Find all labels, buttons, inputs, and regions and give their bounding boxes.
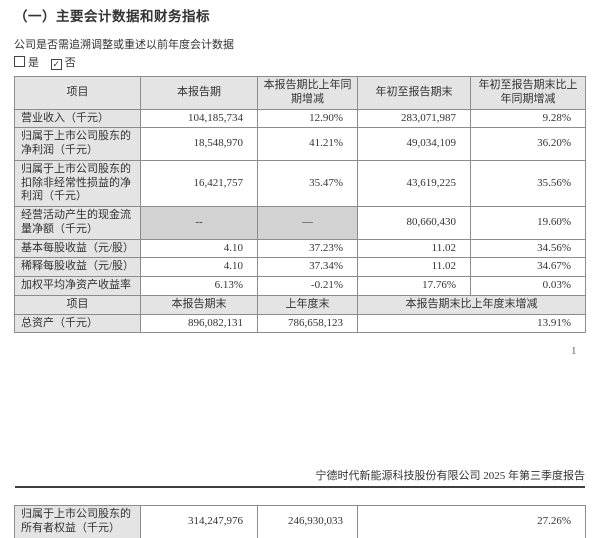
row-label-cell: 归属于上市公司股东的扣除非经常性损益的净利润（千元）: [14, 159, 141, 208]
value-cell: 34.67%: [470, 257, 586, 277]
value-cell: 80,660,430: [357, 206, 471, 240]
table-row: 营业收入（千元） 104,185,734 12.90% 283,071,987 9.28…: [14, 108, 586, 129]
header-rule: [15, 486, 585, 488]
table-header-cell: 本报告期: [140, 76, 258, 110]
value-cell: 37.23%: [257, 238, 358, 259]
table-header-row: 项目 本报告期 本报告期比上年同期增减 年初至报告期末 年初至报告期末比上年同期增减: [14, 76, 586, 110]
table-row: 总资产（千元） 896,082,131 786,658,123 13.91%: [14, 313, 586, 334]
equity-continuation-table-body: 归属于上市公司股东的所有者权益（千元） 314,247,976 246,930,03…: [14, 505, 587, 538]
checkbox-row: 是 ✓ 否: [14, 54, 85, 70]
value-cell: 9.28%: [470, 108, 586, 129]
row-label-cell: 归属于上市公司股东的净利润（千元）: [14, 127, 141, 161]
value-cell: 13.91%: [357, 313, 586, 334]
page-number: 1: [571, 345, 577, 357]
row-label-cell: 总资产（千元）: [14, 313, 141, 334]
value-cell: 11.02: [357, 257, 471, 277]
table-header-cell: 年初至报告期末比上年同期增减: [470, 76, 586, 110]
value-cell: 35.56%: [470, 159, 586, 208]
value-cell: 4.10: [140, 238, 258, 259]
row-label-cell: 经营活动产生的现金流量净额（千元）: [14, 206, 141, 240]
value-cell: 104,185,734: [140, 108, 258, 129]
value-cell: 37.34%: [257, 257, 358, 277]
value-cell: 36.20%: [470, 127, 586, 161]
value-cell: 11.02: [357, 238, 471, 259]
checkbox-checked-icon: ✓: [50, 59, 62, 70]
table-row: 归属于上市公司股东的扣除非经常性损益的净利润（千元） 16,421,757 35.4…: [14, 159, 586, 208]
value-cell: 12.90%: [257, 108, 358, 129]
table-header-cell: 年初至报告期末: [357, 76, 471, 110]
row-label-cell: 营业收入（千元）: [14, 108, 141, 129]
table-row: 经营活动产生的现金流量净额（千元） -- —80,660,430 19.60%: [14, 206, 586, 240]
table-row: 基本每股收益（元/股） 4.10 37.23% 11.02 34.56%: [14, 238, 586, 259]
value-cell: 896,082,131: [140, 313, 258, 334]
value-cell: 6.13%: [140, 276, 258, 296]
checkbox-yes: 是: [14, 56, 39, 69]
table-header-cell: 上年度末: [257, 294, 358, 315]
empty-value-cell: —: [257, 206, 358, 240]
row-label-cell: 归属于上市公司股东的所有者权益（千元）: [14, 505, 141, 538]
value-cell: 246,930,033: [257, 505, 358, 538]
value-cell: 16,421,757: [140, 159, 258, 208]
value-cell: 43,619,225: [357, 159, 471, 208]
row-label-cell: 稀释每股收益（元/股）: [14, 257, 141, 277]
section-title: （一）主要会计数据和财务指标: [14, 9, 210, 24]
value-cell: 41.21%: [257, 127, 358, 161]
financial-indicators-table: 项目 本报告期 本报告期比上年同期增减 年初至报告期末 年初至报告期末比上年同期增减 营业…: [14, 76, 586, 334]
table-header-cell: 本报告期比上年同期增减: [257, 76, 358, 110]
checkbox-no: ✓ 否: [50, 57, 76, 70]
value-cell: 35.47%: [257, 159, 358, 208]
checkbox-no-label: 否: [64, 57, 76, 69]
value-cell: 27.26%: [356, 505, 587, 538]
table-row: 归属于上市公司股东的净利润（千元） 18,548,970 41.21% 49,034,…: [14, 127, 586, 161]
checkbox-unchecked-icon: [14, 56, 25, 67]
value-cell: 0.03%: [470, 276, 586, 296]
financial-indicators-table-body: 项目 本报告期 本报告期比上年同期增减 年初至报告期末 年初至报告期末比上年同期增减 营业…: [14, 76, 586, 334]
table-row: 稀释每股收益（元/股） 4.10 37.34% 11.02 34.67%: [14, 257, 586, 277]
table-row: 加权平均净资产收益率 6.13% -0.21% 17.76% 0.03%: [14, 276, 586, 296]
table-header-cell: 项目: [14, 294, 141, 315]
row-label-cell: 基本每股收益（元/股）: [14, 238, 141, 259]
table-header-cell: 本报告期末比上年度末增减: [357, 294, 586, 315]
value-cell: 786,658,123: [257, 313, 358, 334]
table-header-cell: 项目: [14, 76, 141, 110]
equity-continuation-table: 归属于上市公司股东的所有者权益（千元） 314,247,976 246,930,03…: [14, 505, 587, 538]
table-row: 归属于上市公司股东的所有者权益（千元） 314,247,976 246,930,03…: [14, 505, 587, 538]
restatement-question: 公司是否需追溯调整或重述以前年度会计数据: [14, 39, 234, 51]
checkbox-yes-label: 是: [28, 57, 39, 69]
value-cell: 34.56%: [470, 238, 586, 259]
report-header-text: 宁德时代新能源科技股份有限公司 2025 年第三季度报告: [315, 470, 586, 482]
empty-value-cell: --: [140, 206, 258, 240]
table-header-cell: 本报告期末: [140, 294, 258, 315]
table-header-row: 项目 本报告期末 上年度末 本报告期末比上年度末增减: [14, 294, 586, 315]
row-label-cell: 加权平均净资产收益率: [14, 276, 141, 296]
value-cell: 18,548,970: [140, 127, 258, 161]
value-cell: 17.76%: [357, 276, 471, 296]
value-cell: 19.60%: [470, 206, 586, 240]
value-cell: 4.10: [140, 257, 258, 277]
value-cell: 314,247,976: [140, 505, 258, 538]
value-cell: 283,071,987: [357, 108, 471, 129]
value-cell: -0.21%: [257, 276, 358, 296]
value-cell: 49,034,109: [357, 127, 471, 161]
